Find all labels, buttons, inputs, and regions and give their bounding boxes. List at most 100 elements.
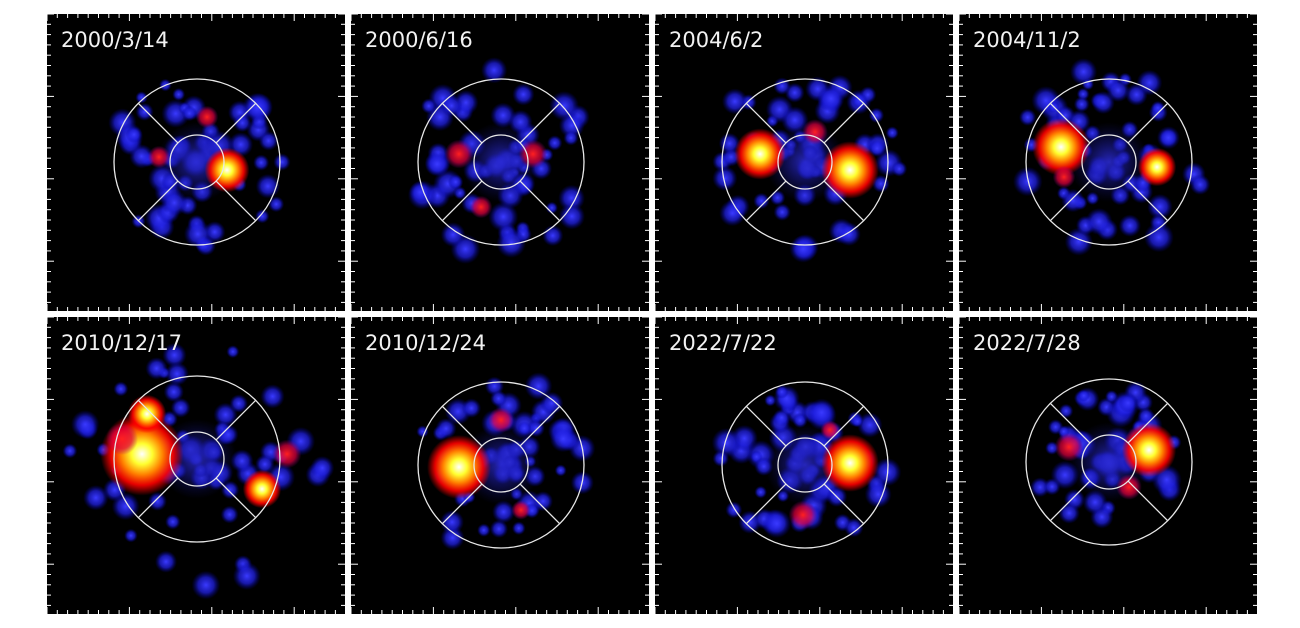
bright-region [204, 147, 250, 193]
emission-blob [440, 222, 466, 248]
sector-spoke [441, 102, 483, 144]
sector-spoke [519, 483, 561, 525]
emission-blob [1106, 78, 1130, 103]
image-panel: 2022/7/28 [959, 317, 1257, 614]
image-content [655, 14, 953, 311]
image-content [47, 14, 345, 311]
inner-ring [1081, 434, 1137, 490]
emission-blob [753, 192, 770, 210]
emission-blob [260, 384, 285, 409]
emission-blob [83, 485, 109, 511]
emission-blob [719, 199, 746, 227]
emission-blob [165, 514, 181, 530]
emission-blob [807, 398, 836, 427]
sector-spoke [1049, 102, 1091, 144]
emission-blob [526, 419, 546, 438]
inner-ring [473, 437, 529, 493]
emission-blob [1058, 403, 1074, 419]
sector-spoke [1049, 480, 1091, 522]
emission-blob [868, 107, 885, 123]
emission-blob [1073, 96, 1090, 113]
image-content [655, 317, 953, 614]
emission-blob [1061, 188, 1085, 213]
emission-blob [712, 165, 738, 191]
image-content [959, 317, 1257, 614]
emission-blob [718, 132, 741, 155]
bright-region [1137, 147, 1177, 187]
outer-ring [721, 381, 889, 549]
emission-blob [496, 228, 526, 258]
sector-spoke [745, 483, 787, 525]
emission-blob [554, 464, 567, 477]
sector-spoke [519, 180, 561, 222]
panel-date-label: 2022/7/22 [669, 331, 777, 355]
sector-spoke [215, 399, 257, 441]
emission-blob [255, 454, 275, 475]
emission-blob [721, 88, 748, 115]
emission-blob [447, 174, 464, 190]
emission-blob [1136, 69, 1163, 96]
bright-region [427, 435, 491, 499]
panel-date-label: 2004/6/2 [669, 28, 763, 52]
sector-spoke [1127, 102, 1169, 144]
sector-spoke [441, 405, 483, 447]
emission-blob [891, 161, 908, 177]
emission-blob [135, 102, 154, 121]
outer-ring [721, 78, 889, 246]
image-content [351, 14, 649, 311]
panel-date-label: 2000/6/16 [365, 28, 473, 52]
panel-date-label: 2010/12/17 [61, 331, 182, 355]
emission-blob [135, 91, 148, 104]
inner-ring [777, 437, 833, 493]
emission-blob [885, 126, 899, 140]
emission-blob [851, 415, 864, 428]
emission-blob [754, 485, 768, 499]
emission-blob [1147, 193, 1173, 220]
panel-date-label: 2022/7/28 [973, 331, 1081, 355]
bright-region [127, 394, 167, 434]
emission-blob [310, 455, 335, 480]
image-panel: 2004/11/2 [959, 14, 1257, 311]
emission-blob [481, 57, 508, 84]
emission-blob [542, 225, 564, 247]
sector-spoke [823, 180, 865, 222]
emission-blob [232, 562, 261, 590]
emission-blob [183, 220, 212, 248]
bright-region [195, 105, 219, 129]
sector-spoke [1127, 480, 1169, 522]
sector-spoke [823, 483, 865, 525]
emission-blob [511, 521, 526, 536]
outer-ring [1025, 378, 1193, 546]
emission-blob [549, 91, 580, 121]
emission-blob [220, 505, 239, 524]
emission-blob [711, 428, 742, 458]
image-panel: 2010/12/24 [351, 317, 649, 614]
emission-blob [147, 491, 167, 511]
emission-blob [1143, 222, 1174, 253]
emission-blob [62, 443, 78, 459]
emission-blob [440, 510, 465, 535]
inner-ring [169, 134, 225, 190]
emission-blob [273, 153, 291, 171]
bright-region [106, 423, 138, 455]
emission-blob [1189, 174, 1211, 195]
emission-blob [170, 397, 191, 418]
emission-blob [253, 154, 270, 171]
emission-blob [163, 381, 184, 403]
emission-blob [181, 105, 198, 122]
emission-blob [233, 113, 252, 133]
outer-ring [113, 78, 281, 246]
outer-ring [1025, 78, 1193, 246]
emission-blob [229, 394, 248, 413]
emission-blob [772, 408, 791, 427]
panel-date-label: 2004/11/2 [973, 28, 1081, 52]
image-content [959, 14, 1257, 311]
emission-blob [547, 135, 563, 151]
bright-region [469, 195, 493, 219]
emission-blob [1081, 78, 1094, 91]
emission-blob [172, 87, 186, 101]
emission-blob [512, 83, 535, 106]
sector-spoke [215, 102, 257, 144]
outer-ring [113, 375, 281, 543]
